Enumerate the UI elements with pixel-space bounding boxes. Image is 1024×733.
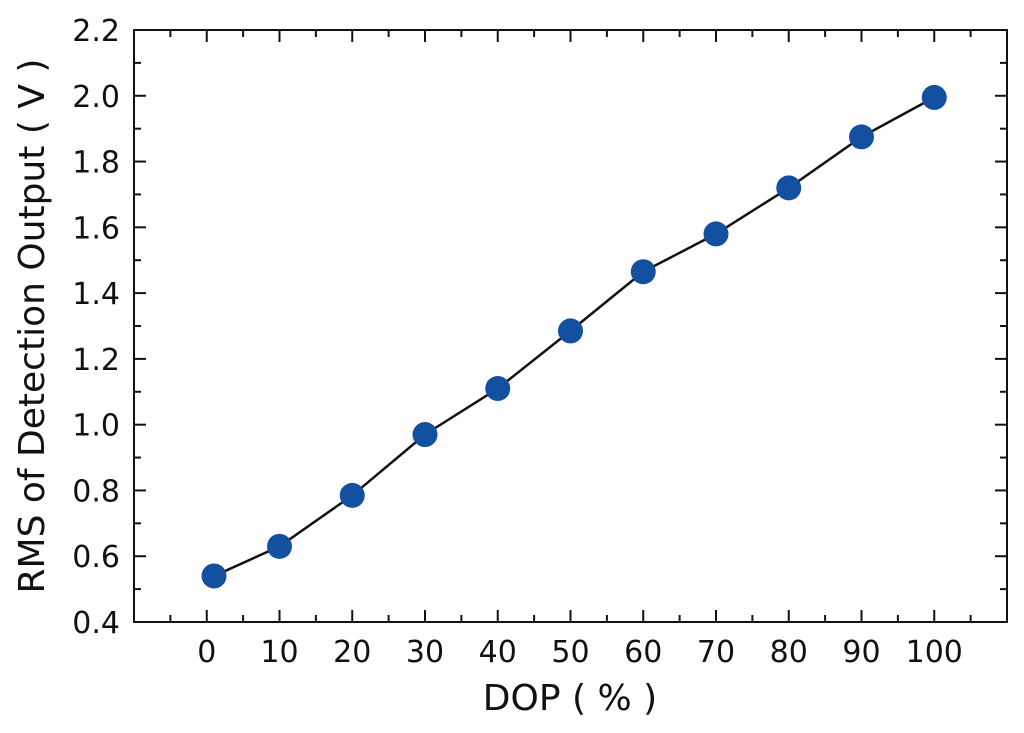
data-point: [201, 563, 227, 589]
data-point: [267, 533, 292, 559]
x-tick-label: 80: [770, 635, 808, 670]
x-tick-label: 20: [333, 635, 371, 670]
x-axis-ticks: [169, 30, 972, 622]
data-point: [849, 124, 874, 150]
y-tick-label: 2.0: [72, 80, 120, 115]
x-tick-label: 50: [551, 635, 589, 670]
y-tick-label: 0.4: [72, 606, 120, 641]
x-axis-title: DOP ( % ): [483, 678, 657, 719]
plot-frame: [133, 29, 1008, 623]
y-tick-label: 1.8: [72, 146, 120, 181]
series-layer: [201, 84, 947, 589]
y-axis-title: RMS of Detection Output ( V ): [12, 59, 53, 594]
x-tick-label: 100: [906, 635, 963, 670]
x-tick-label: 40: [479, 635, 517, 670]
x-tick-label: 30: [406, 635, 444, 670]
y-tick-label: 1.4: [72, 277, 120, 312]
y-axis-tick-labels: 0.4 0.6 0.8 1.0 1.2 1.4 1.6 1.8 2.0 2.2: [72, 14, 120, 641]
x-tick-label: 10: [260, 635, 298, 670]
data-point: [558, 318, 583, 344]
data-point: [921, 84, 947, 110]
data-point: [630, 259, 656, 285]
x-tick-label: 90: [842, 635, 880, 670]
y-tick-label: 2.2: [72, 14, 120, 49]
data-point: [703, 221, 729, 247]
y-tick-label: 0.8: [72, 474, 120, 509]
y-tick-label: 1.0: [72, 409, 120, 444]
y-tick-label: 1.6: [72, 211, 120, 246]
y-tick-label: 0.6: [72, 540, 120, 575]
x-axis-tick-labels: 0 10 20 30 40 50 60 70 80 90 100: [197, 635, 963, 670]
data-point: [412, 422, 438, 448]
data-point: [485, 375, 511, 401]
data-point: [339, 482, 365, 508]
data-point: [776, 175, 802, 201]
x-tick-label: 60: [624, 635, 662, 670]
y-tick-label: 1.2: [72, 343, 120, 378]
x-tick-label: 0: [197, 635, 216, 670]
x-tick-label: 70: [697, 635, 735, 670]
